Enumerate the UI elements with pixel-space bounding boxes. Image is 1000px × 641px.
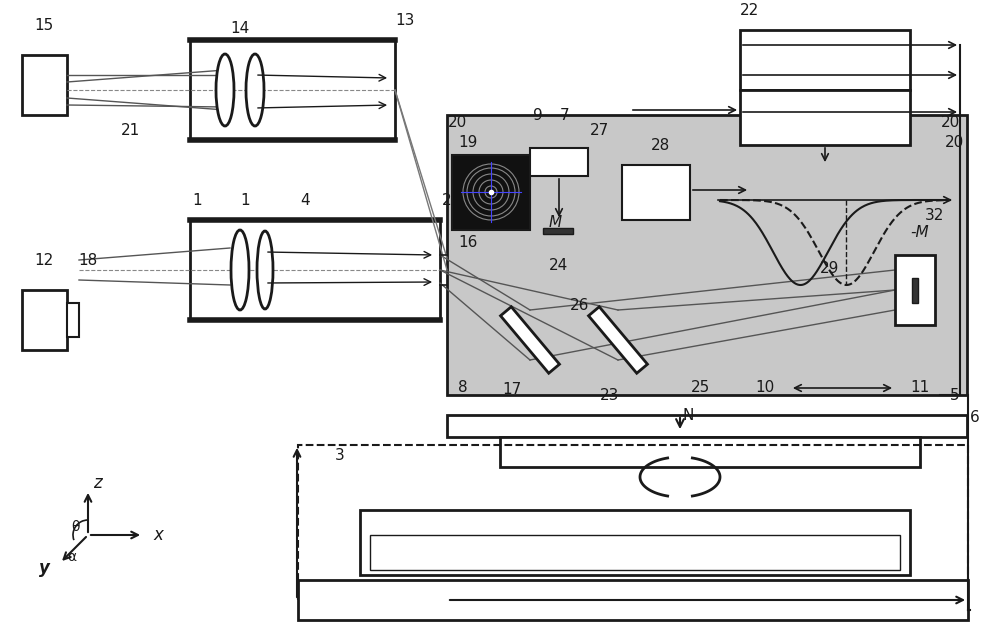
FancyBboxPatch shape xyxy=(298,580,968,620)
FancyBboxPatch shape xyxy=(622,165,690,220)
Text: -M: -M xyxy=(911,224,929,240)
Text: 20: 20 xyxy=(448,115,467,129)
FancyBboxPatch shape xyxy=(500,437,920,467)
Text: 1: 1 xyxy=(240,192,250,208)
Text: α: α xyxy=(67,550,76,564)
Text: 19: 19 xyxy=(458,135,478,149)
FancyBboxPatch shape xyxy=(447,115,967,395)
Text: 29: 29 xyxy=(820,260,840,276)
Text: 13: 13 xyxy=(395,13,414,28)
Text: 5: 5 xyxy=(950,388,960,403)
Text: θ: θ xyxy=(72,520,80,534)
FancyBboxPatch shape xyxy=(22,55,67,115)
Text: 23: 23 xyxy=(600,388,620,403)
Text: y: y xyxy=(39,559,50,577)
Text: 4: 4 xyxy=(300,192,310,208)
FancyBboxPatch shape xyxy=(360,510,910,575)
FancyBboxPatch shape xyxy=(530,148,588,176)
Text: 16: 16 xyxy=(458,235,478,249)
Polygon shape xyxy=(589,307,647,373)
Text: 11: 11 xyxy=(910,381,930,395)
Text: 20: 20 xyxy=(945,135,965,149)
Text: x: x xyxy=(153,526,163,544)
Ellipse shape xyxy=(231,230,249,310)
FancyBboxPatch shape xyxy=(190,40,395,140)
Text: 28: 28 xyxy=(650,138,670,153)
FancyBboxPatch shape xyxy=(740,90,910,145)
Ellipse shape xyxy=(246,54,264,126)
Text: 32: 32 xyxy=(925,208,945,222)
Ellipse shape xyxy=(257,231,273,309)
Text: 18: 18 xyxy=(78,253,98,267)
FancyBboxPatch shape xyxy=(67,303,79,337)
FancyBboxPatch shape xyxy=(22,290,67,350)
Text: 2: 2 xyxy=(442,192,452,208)
FancyBboxPatch shape xyxy=(370,535,900,570)
FancyBboxPatch shape xyxy=(452,155,530,230)
Text: 27: 27 xyxy=(590,122,609,138)
Text: 26: 26 xyxy=(570,297,590,313)
Text: M: M xyxy=(548,215,562,229)
FancyBboxPatch shape xyxy=(447,415,967,437)
Text: 9: 9 xyxy=(533,108,543,122)
Text: 20: 20 xyxy=(941,115,960,129)
FancyBboxPatch shape xyxy=(895,255,935,325)
Text: 1: 1 xyxy=(192,192,202,208)
Text: 15: 15 xyxy=(34,17,54,33)
Polygon shape xyxy=(501,307,559,373)
FancyBboxPatch shape xyxy=(912,278,918,303)
FancyBboxPatch shape xyxy=(190,220,440,320)
Text: 17: 17 xyxy=(502,383,522,397)
Ellipse shape xyxy=(216,54,234,126)
FancyBboxPatch shape xyxy=(543,228,573,234)
Text: 14: 14 xyxy=(230,21,250,35)
Text: 10: 10 xyxy=(755,381,775,395)
Text: 22: 22 xyxy=(740,3,759,17)
Text: 25: 25 xyxy=(690,381,710,395)
Text: 12: 12 xyxy=(34,253,54,267)
Text: 6: 6 xyxy=(970,410,980,426)
Text: 3: 3 xyxy=(335,447,345,463)
Text: 8: 8 xyxy=(458,381,468,395)
Text: 7: 7 xyxy=(560,108,570,122)
Text: 21: 21 xyxy=(120,122,140,138)
Text: z: z xyxy=(93,474,102,492)
Text: 24: 24 xyxy=(548,258,568,272)
Text: N: N xyxy=(683,408,694,422)
FancyBboxPatch shape xyxy=(740,30,910,90)
